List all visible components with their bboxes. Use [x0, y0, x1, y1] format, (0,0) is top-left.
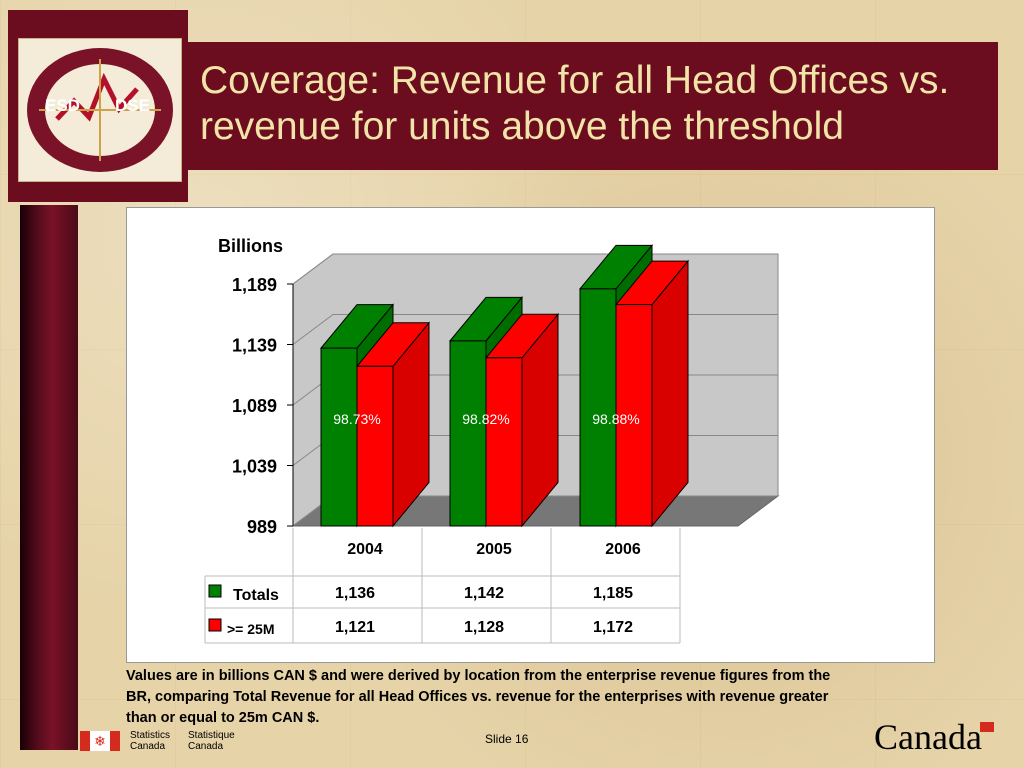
bar-Totals	[449, 340, 487, 527]
footnote: Values are in billions CAN $ and were de…	[126, 668, 831, 726]
table-value: 1,142	[464, 585, 504, 602]
bar-percent-label: 98.82%	[462, 411, 509, 427]
x-category-label: 2004	[347, 541, 383, 558]
y-tick-label: 1,039	[232, 457, 277, 477]
wordmark-flag-icon	[980, 722, 994, 732]
y-axis-label: Billions	[218, 236, 283, 256]
decorative-left-bar	[20, 205, 78, 750]
canada-wordmark: Canada	[874, 717, 982, 757]
bar->= 25M	[356, 365, 394, 527]
bar-Totals	[320, 347, 358, 527]
table-value: 1,136	[335, 585, 375, 602]
table-value: 1,185	[593, 585, 633, 602]
y-tick-label: 1,089	[232, 396, 277, 416]
canada-flag-icon: ❄	[80, 731, 120, 751]
sc-en-line2: Canada	[130, 741, 166, 752]
slide-number: Slide 16	[485, 732, 529, 746]
sc-english: Statistics Canada	[130, 730, 170, 752]
page-title: Coverage: Revenue for all Head Offices v…	[200, 59, 950, 148]
logo-right-text: DSE	[115, 96, 150, 115]
y-tick-label: 1,139	[232, 336, 277, 356]
table-value: 1,172	[593, 619, 633, 636]
bar->= 25M	[485, 357, 523, 527]
sc-french: Statistique Canada	[188, 730, 235, 752]
bar-Totals	[579, 288, 617, 527]
y-tick-label: 989	[247, 517, 277, 537]
legend-swatch	[208, 618, 222, 632]
bar-percent-label: 98.88%	[592, 411, 639, 427]
legend-label: Totals	[233, 587, 279, 604]
legend-swatch	[208, 584, 222, 598]
sc-en-line1: Statistics	[130, 730, 171, 741]
table-value: 1,121	[335, 619, 375, 636]
table-value: 1,128	[464, 619, 504, 636]
statistics-canada-logo: ❄ Statistics Canada Statistique Canada	[80, 730, 240, 752]
y-tick-label: 1,189	[232, 275, 277, 295]
logo-left-text: ESD	[45, 96, 80, 115]
bar-side	[651, 259, 689, 528]
esd-logo: ESD DSE	[18, 38, 182, 182]
sc-fr-line1: Statistique	[188, 730, 235, 741]
bar-percent-label: 98.73%	[333, 411, 380, 427]
chart-container: 1,189 1,139 1,089 1,039 989 Billions 98.73% 98.…	[126, 207, 935, 663]
bar->= 25M	[615, 304, 653, 527]
x-category-label: 2006	[605, 541, 641, 558]
x-category-label: 2005	[476, 541, 512, 558]
legend-label: >= 25M	[227, 621, 274, 637]
bar-chart: 1,189 1,139 1,089 1,039 989 Billions 98.73% 98.…	[204, 236, 780, 644]
title-band	[186, 42, 998, 170]
sc-fr-line2: Canada	[188, 741, 224, 752]
